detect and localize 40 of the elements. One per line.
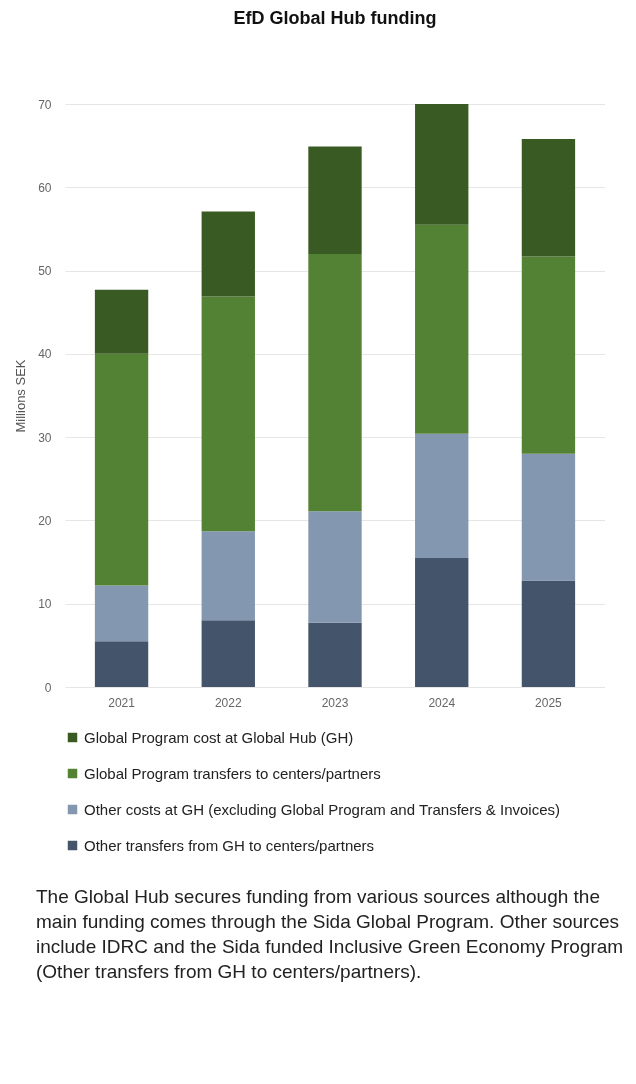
x-tick-label: 2024 <box>428 695 456 710</box>
bar <box>201 296 255 532</box>
text: The Global Hub secures funding from various sources although the main funding comes through the Sida Global Program. Other sources include IDRC and the Sida funded Inclusive Green Economy Program (Other transfers from GH to centers/partners). <box>36 885 624 984</box>
bar <box>415 224 469 434</box>
bar <box>415 557 469 687</box>
legend-label: Global Program cost at Global Hub (GH) <box>84 728 354 746</box>
bar <box>94 641 149 687</box>
bar <box>308 511 362 623</box>
bar <box>201 531 255 621</box>
x-tick-label: 2022 <box>214 695 242 710</box>
bar <box>201 620 255 687</box>
bar <box>521 256 576 454</box>
bar <box>94 353 149 586</box>
y-tick-label: 60 <box>38 180 52 195</box>
y-tick-label: 10 <box>38 597 52 612</box>
x-tick-label: 2021 <box>108 695 136 710</box>
bar <box>415 433 469 558</box>
bar <box>521 580 576 687</box>
bar <box>308 146 362 254</box>
y-tick-label: 0 <box>44 680 52 695</box>
x-tick-label: 2025 <box>535 695 563 710</box>
y-tick-label: 40 <box>38 347 52 362</box>
y-tick-label: 50 <box>38 264 52 279</box>
legend-label: Other transfers from GH to centers/partners <box>84 836 375 854</box>
bar <box>94 289 149 354</box>
bar <box>415 104 469 225</box>
bar <box>94 585 149 642</box>
bar <box>521 453 576 581</box>
chart-title: EfD Global Hub funding <box>233 8 437 28</box>
y-tick-label: 70 <box>38 97 52 112</box>
y-tick-label: 20 <box>38 513 52 528</box>
legend-label: Other costs at GH (excluding Global Program and Transfers & Invoices) <box>84 800 561 818</box>
legend-label: Global Program transfers to centers/partners <box>84 764 381 782</box>
y-axis-title: Millions SEK <box>13 359 29 433</box>
x-tick-label: 2023 <box>321 695 349 710</box>
bar <box>521 138 576 257</box>
bar <box>308 622 362 687</box>
y-tick-label: 30 <box>38 430 52 445</box>
bar <box>201 211 255 297</box>
bar <box>308 253 362 512</box>
